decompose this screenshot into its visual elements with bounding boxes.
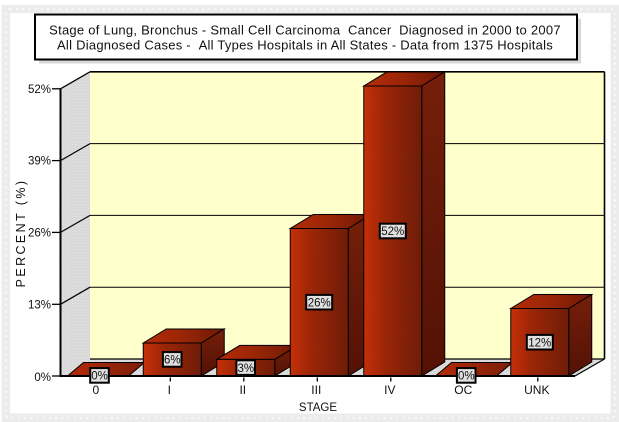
svg-text:0%: 0%: [458, 371, 475, 383]
svg-text:3%: 3%: [237, 363, 254, 375]
svg-text:13%: 13%: [28, 299, 51, 311]
svg-text:Stage of Lung, Bronchus - Smal: Stage of Lung, Bronchus - Small Cell Car…: [49, 22, 561, 37]
svg-text:OC: OC: [454, 383, 472, 397]
svg-text:26%: 26%: [28, 227, 51, 239]
svg-text:39%: 39%: [28, 156, 51, 168]
svg-text:UNK: UNK: [524, 383, 549, 397]
svg-text:I: I: [168, 383, 171, 397]
svg-text:0%: 0%: [91, 371, 108, 383]
svg-text:IV: IV: [384, 383, 395, 397]
svg-text:52%: 52%: [381, 226, 404, 238]
svg-text:STAGE: STAGE: [299, 402, 337, 414]
svg-text:PERCENT (%): PERCENT (%): [14, 179, 28, 288]
svg-text:0: 0: [92, 383, 99, 397]
svg-text:0%: 0%: [34, 372, 51, 384]
svg-text:III: III: [311, 383, 321, 397]
svg-text:26%: 26%: [308, 297, 331, 309]
svg-text:All Diagnosed Cases - All Typ: All Diagnosed Cases - All Types Hospital…: [57, 37, 553, 52]
svg-text:52%: 52%: [28, 84, 51, 96]
svg-text:II: II: [239, 383, 246, 397]
svg-text:12%: 12%: [528, 337, 551, 349]
svg-text:6%: 6%: [164, 355, 181, 367]
